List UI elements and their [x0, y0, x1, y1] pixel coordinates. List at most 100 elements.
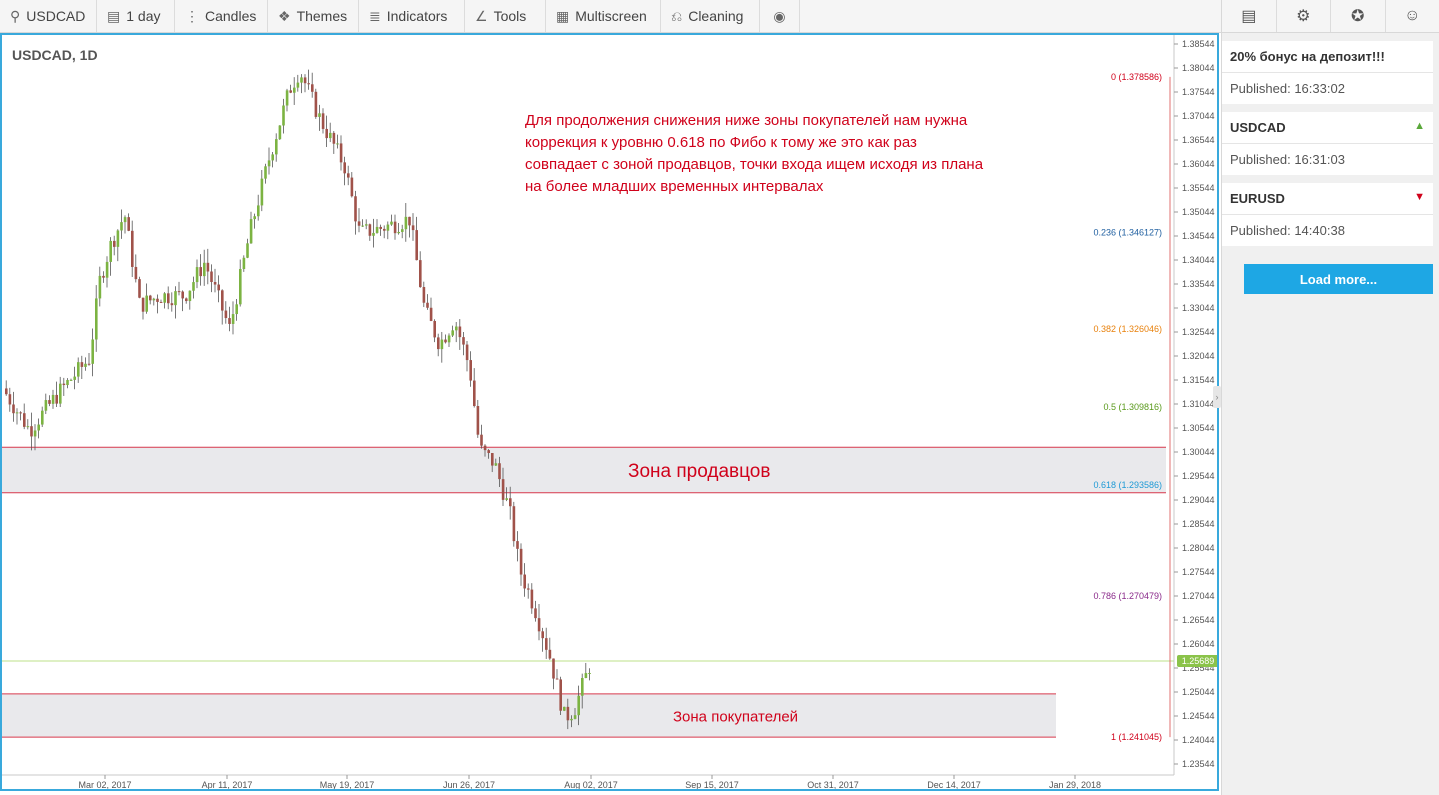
candle-body	[84, 363, 87, 367]
camera-icon: ◉	[773, 7, 786, 24]
candle-body	[210, 271, 213, 283]
y-tick-label: 1.31044	[1182, 399, 1215, 409]
candle-body	[91, 339, 94, 364]
signal-card[interactable]: EURUSD ▼ Published: 14:40:38	[1222, 183, 1433, 246]
candle-body	[368, 224, 372, 236]
tools-button[interactable]: ∠ Tools	[465, 0, 546, 32]
analysis-note-line: на более младших временных интервалах	[525, 178, 824, 195]
candle-body	[566, 706, 570, 721]
y-tick-label: 1.25044	[1182, 687, 1215, 697]
candle-body	[465, 344, 469, 361]
layers-button[interactable]: ▤	[1222, 0, 1277, 32]
user-icon: ☺	[1404, 7, 1421, 24]
candle-body	[505, 498, 508, 500]
x-tick-label: Jun 26, 2017	[443, 780, 495, 789]
candle-body	[59, 383, 62, 404]
chart-area[interactable]: USDCAD, 1D 1.38544 1.38044 1.37544 1.37044 1…	[0, 33, 1219, 791]
candle-body	[23, 413, 26, 427]
y-tick-label: 1.29044	[1182, 495, 1215, 505]
candle-body	[332, 132, 336, 144]
candle-body	[455, 326, 458, 331]
candle-body	[311, 84, 314, 92]
candle-body	[473, 380, 476, 407]
candles-icon: ⋮	[185, 7, 199, 24]
candle-body	[303, 77, 307, 84]
candle-body	[393, 221, 397, 234]
candle-body	[458, 326, 462, 338]
y-tick-label: 1.35544	[1182, 183, 1215, 193]
candle-body	[537, 618, 541, 632]
y-tick-label: 1.26544	[1182, 615, 1215, 625]
load-more-button[interactable]: Load more...	[1244, 264, 1433, 294]
grid-icon: ▦	[556, 7, 570, 24]
candle-body	[113, 240, 116, 247]
candle-body	[33, 430, 37, 437]
y-tick-label: 1.30044	[1182, 447, 1215, 457]
candle-body	[224, 310, 228, 319]
candle-body	[239, 269, 242, 305]
y-tick-label: 1.38044	[1182, 63, 1215, 73]
fib-level-label: 0.618 (1.293586)	[1093, 480, 1162, 490]
multiscreen-button[interactable]: ▦ Multiscreen	[546, 0, 661, 32]
candle-body	[469, 360, 472, 381]
chart-type-button[interactable]: ⋮ Candles	[175, 0, 268, 32]
candle-body	[37, 424, 40, 431]
y-tick-label: 1.36044	[1182, 159, 1215, 169]
y-tick-label: 1.37544	[1182, 87, 1215, 97]
candle-body	[242, 257, 246, 270]
y-tick-label: 1.24544	[1182, 711, 1215, 721]
candle-body	[127, 217, 130, 231]
collapse-sidebar-handle[interactable]: ›	[1213, 386, 1221, 408]
candle-body	[433, 320, 436, 338]
candle-body	[408, 216, 411, 226]
candle-body	[390, 221, 393, 225]
candle-body	[181, 291, 184, 299]
candle-body	[570, 718, 573, 721]
candle-body	[69, 379, 73, 381]
candle-body	[541, 631, 544, 639]
candle-body	[300, 77, 303, 83]
cleaning-button[interactable]: ⎌ Cleaning	[661, 0, 760, 32]
candle-body	[491, 453, 494, 466]
settings-button[interactable]: ⚙	[1277, 0, 1331, 32]
candle-body	[422, 287, 426, 303]
y-tick-label: 1.36544	[1182, 135, 1215, 145]
timeframe-button[interactable]: ▤ 1 day	[97, 0, 175, 32]
indicators-button[interactable]: ≣ Indicators	[359, 0, 465, 32]
x-tick-label: Sep 15, 2017	[685, 780, 739, 789]
candle-body	[145, 295, 148, 312]
y-tick-label: 1.38544	[1182, 39, 1215, 49]
candle-body	[264, 166, 267, 179]
brush-icon: ❖	[278, 7, 291, 24]
candle-body	[98, 275, 102, 299]
news-card[interactable]: 20% бонус на депозит!!! Published: 16:33…	[1222, 41, 1433, 104]
candle-body	[440, 339, 444, 350]
candle-body	[415, 230, 418, 261]
y-tick-label: 1.34544	[1182, 231, 1215, 241]
fib-level-label: 0.5 (1.309816)	[1103, 402, 1162, 412]
sellers-zone	[2, 447, 1166, 493]
candle-body	[419, 260, 422, 288]
candle-body	[138, 279, 141, 298]
candle-body	[271, 154, 274, 161]
candle-body	[174, 291, 177, 306]
candle-body	[19, 412, 22, 414]
profile-button[interactable]: ☺	[1386, 0, 1439, 32]
symbol-selector[interactable]: ⚲ USDCAD	[0, 0, 97, 32]
fib-level-label: 0.236 (1.346127)	[1093, 228, 1162, 238]
candle-body	[343, 162, 346, 174]
y-tick-label: 1.33544	[1182, 279, 1215, 289]
signal-card[interactable]: USDCAD ▲ Published: 16:31:03	[1222, 112, 1433, 175]
candle-body	[185, 298, 188, 302]
candle-body	[336, 143, 339, 145]
candle-body	[357, 221, 361, 226]
candle-body	[73, 376, 76, 380]
candle-body	[152, 298, 156, 301]
favorites-button[interactable]: ✪	[1331, 0, 1386, 32]
price-chart[interactable]: 1.38544 1.38044 1.37544 1.37044 1.36544 1.360…	[2, 35, 1217, 789]
candle-body	[267, 160, 271, 167]
themes-button[interactable]: ❖ Themes	[268, 0, 359, 32]
candle-body	[253, 216, 256, 220]
screenshot-button[interactable]: ◉	[760, 0, 800, 32]
candle-body	[379, 226, 382, 229]
